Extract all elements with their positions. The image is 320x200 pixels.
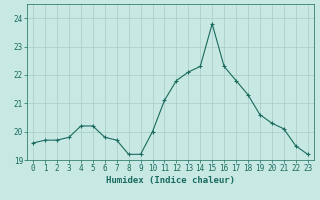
X-axis label: Humidex (Indice chaleur): Humidex (Indice chaleur)	[106, 176, 235, 185]
